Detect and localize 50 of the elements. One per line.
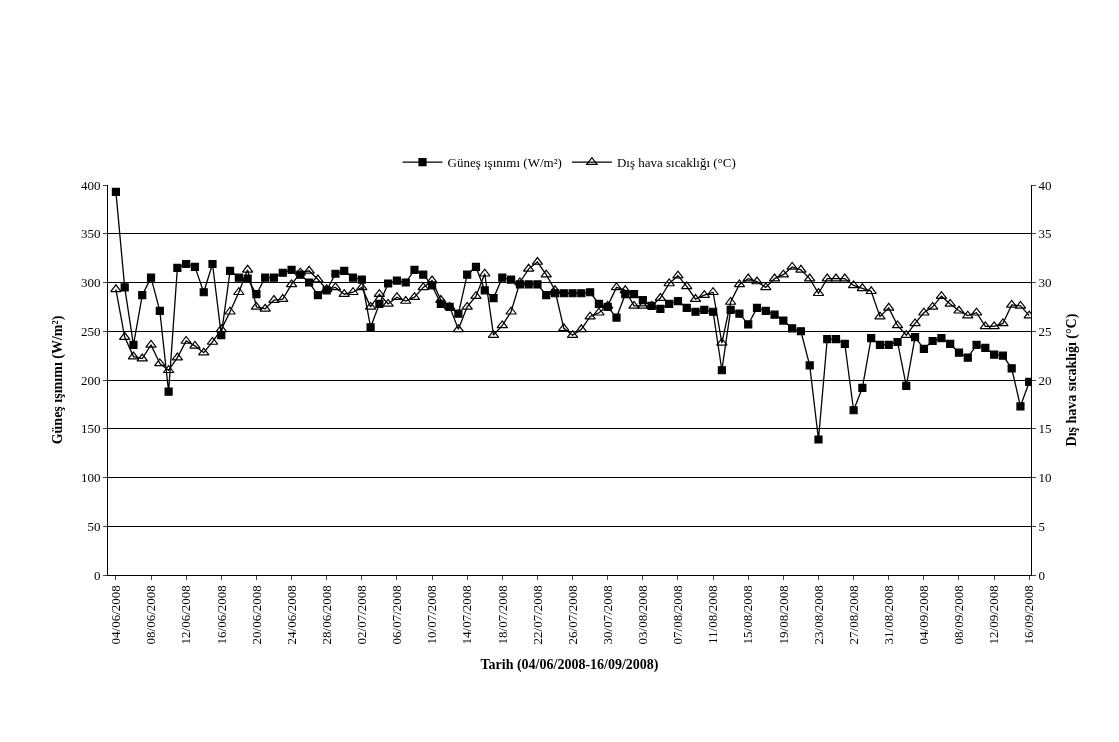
y2-tick-label: 10 [1038,470,1052,486]
y2-tick-label: 0 [1038,567,1046,583]
x-tick-label: 31/08/2008 [880,585,896,645]
x-tick-label: 04/09/2008 [916,585,932,645]
y2-tick-label: 40 [1038,177,1052,193]
y2-tick-label: 5 [1038,518,1046,534]
x-tick-label: 08/06/2008 [143,585,159,645]
x-tick-label: 14/07/2008 [459,585,475,645]
x-tick-label: 03/08/2008 [635,585,651,645]
y2-axis-title: Dış hava sıcaklığı (°C) [1063,313,1080,447]
x-tick-label: 26/07/2008 [564,585,580,645]
y2-tick-label: 15 [1038,421,1052,437]
y2-tick-label: 25 [1038,323,1052,339]
y-tick-label: 400 [80,177,101,193]
x-tick-label: 11/08/2008 [705,585,721,644]
x-tick-label: 02/07/2008 [354,585,370,645]
x-tick-label: 08/09/2008 [951,585,967,645]
x-tick-label: 06/07/2008 [389,585,405,645]
x-tick-label: 22/07/2008 [529,585,545,645]
x-tick-label: 10/07/2008 [424,585,440,645]
y2-tick-label: 35 [1038,226,1052,242]
legend-label: Dış hava sıcaklığı (°C) [616,155,736,171]
x-tick-label: 12/06/2008 [178,585,194,645]
x-tick-label: 16/09/2008 [1021,585,1037,645]
y-axis-title: Güneş ışınımı (W/m²) [49,315,66,445]
x-tick-label: 04/06/2008 [108,585,124,645]
y2-tick-label: 30 [1038,275,1052,291]
x-tick-label: 24/06/2008 [283,585,299,645]
x-tick-label: 16/06/2008 [213,585,229,645]
x-tick-label: 27/08/2008 [845,585,861,645]
y-tick-label: 250 [80,323,101,339]
y-tick-label: 100 [80,470,101,486]
x-tick-label: 12/09/2008 [986,585,1002,645]
y-tick-label: 200 [80,372,101,388]
y-tick-label: 50 [87,518,101,534]
x-tick-label: 07/08/2008 [670,585,686,645]
x-tick-label: 28/06/2008 [318,585,334,645]
y-tick-label: 300 [80,275,101,291]
x-axis-title: Tarih (04/06/2008-16/09/2008) [480,656,659,673]
x-tick-label: 15/08/2008 [740,585,756,645]
x-tick-label: 18/07/2008 [494,585,510,645]
legend-label: Güneş ışınımı (W/m²) [447,155,562,171]
x-tick-label: 30/07/2008 [599,585,615,645]
x-tick-label: 19/08/2008 [775,585,791,645]
x-tick-label: 23/08/2008 [810,585,826,645]
x-tick-label: 20/06/2008 [248,585,264,645]
y2-tick-label: 20 [1038,372,1052,388]
y-tick-label: 150 [80,421,101,437]
y-tick-label: 0 [93,567,101,583]
y-tick-label: 350 [80,226,101,242]
